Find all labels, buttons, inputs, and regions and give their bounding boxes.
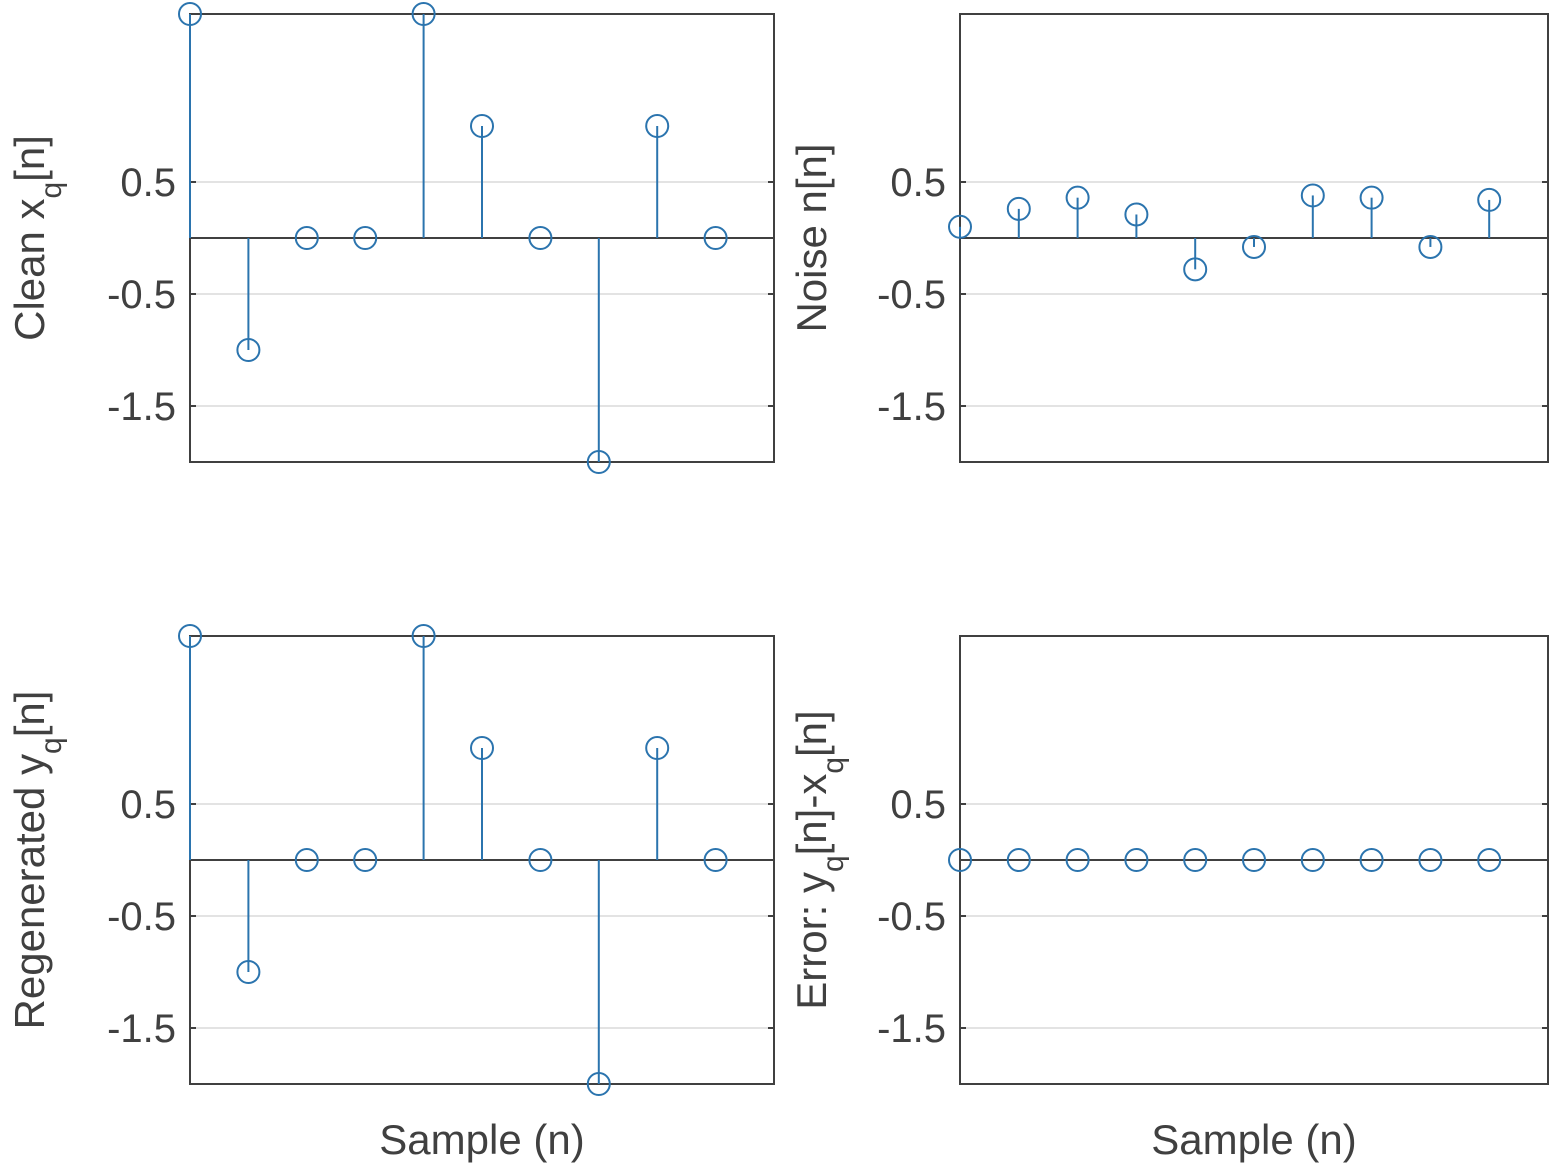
stem-marker (236, 338, 261, 362)
y-tick-label: 0.5 (890, 161, 946, 205)
y-label-text: Noise n[n] (788, 143, 835, 332)
stem-marker (1418, 234, 1443, 259)
subplot-2: 0.5 -0.5 -1.5 Noise n[n] (788, 13, 1549, 463)
stem-marker (586, 450, 611, 474)
y-label-subscript: q (35, 737, 68, 754)
stem-marker (948, 848, 972, 872)
stem-marker (1006, 196, 1031, 221)
stem-marker (1359, 185, 1384, 210)
y-tick-label: -1.5 (877, 1007, 946, 1051)
y-tick-label: -1.5 (877, 385, 946, 429)
stem-marker (470, 114, 494, 138)
stem-marker (586, 1072, 611, 1096)
stem-marker (1124, 848, 1149, 872)
stem-marker (1359, 848, 1384, 872)
y-label-subscript: q (817, 855, 850, 872)
x-axis-label: Sample (n) (379, 1116, 584, 1163)
y-label-text: Error: y (788, 872, 835, 1010)
subplot-1: 0.5 -0.5 -1.5 Clean xq[n] (6, 2, 775, 474)
y-tick-label: -1.5 (107, 385, 176, 429)
stem-marker (353, 226, 378, 250)
y-tick-label: 0.5 (120, 783, 176, 827)
stem-marker (645, 736, 670, 760)
stem-marker (1477, 848, 1502, 872)
stem-marker (1183, 257, 1208, 282)
y-tick-label: -0.5 (107, 895, 176, 939)
stem-marker (178, 624, 202, 648)
y-axis-label: Regenerated yq[n] (6, 691, 68, 1030)
stem-marker (1242, 848, 1266, 872)
stem-marker (1183, 848, 1208, 872)
y-label-text: [n] (788, 710, 835, 757)
y-label-subscript: q (817, 757, 850, 774)
subplot-3: 0.5 -0.5 -1.5 Regenerated yq[n] Sample (n) (6, 624, 775, 1163)
stem-marker (353, 848, 378, 872)
stem-marker (528, 848, 553, 872)
y-axis-label: Clean xq[n] (6, 135, 68, 341)
y-axis-label: Noise n[n] (788, 143, 835, 332)
stem-marker (1477, 187, 1502, 212)
stem-marker (1300, 848, 1325, 872)
y-tick-label: -0.5 (877, 895, 946, 939)
stem-marker (1124, 202, 1149, 227)
x-axis-label: Sample (n) (1151, 1116, 1356, 1163)
stem-marker (294, 848, 319, 872)
y-label-text: Clean x (6, 198, 53, 340)
stem-marker (1300, 183, 1325, 208)
y-label-text: [n] (6, 691, 53, 738)
stem-marker (1006, 848, 1031, 872)
stem-marker (411, 624, 436, 648)
stem-marker (948, 214, 972, 239)
y-axis-label: Error: yq[n]-xq[n] (788, 710, 850, 1009)
y-label-text: Regenerated y (6, 754, 53, 1030)
stem-marker (1242, 234, 1266, 259)
stem-marker (645, 114, 670, 138)
y-tick-label: -0.5 (877, 273, 946, 317)
stem-marker (703, 226, 728, 250)
stem-marker (703, 848, 728, 872)
stem-marker (1418, 848, 1443, 872)
stem-marker (470, 736, 494, 760)
stem-marker (528, 226, 553, 250)
stem-marker (294, 226, 319, 250)
stem-marker (1065, 185, 1090, 210)
axes-box (959, 635, 1549, 1085)
stem-marker (178, 2, 202, 26)
y-label-text: [n] (6, 135, 53, 182)
y-tick-label: -1.5 (107, 1007, 176, 1051)
stem-marker (236, 960, 261, 984)
y-tick-label: -0.5 (107, 273, 176, 317)
stem-marker (411, 2, 436, 26)
stem-marker (1065, 848, 1090, 872)
y-label-subscript: q (35, 182, 68, 199)
y-tick-label: 0.5 (120, 161, 176, 205)
y-tick-label: 0.5 (890, 783, 946, 827)
y-label-text: [n]-x (788, 774, 835, 856)
